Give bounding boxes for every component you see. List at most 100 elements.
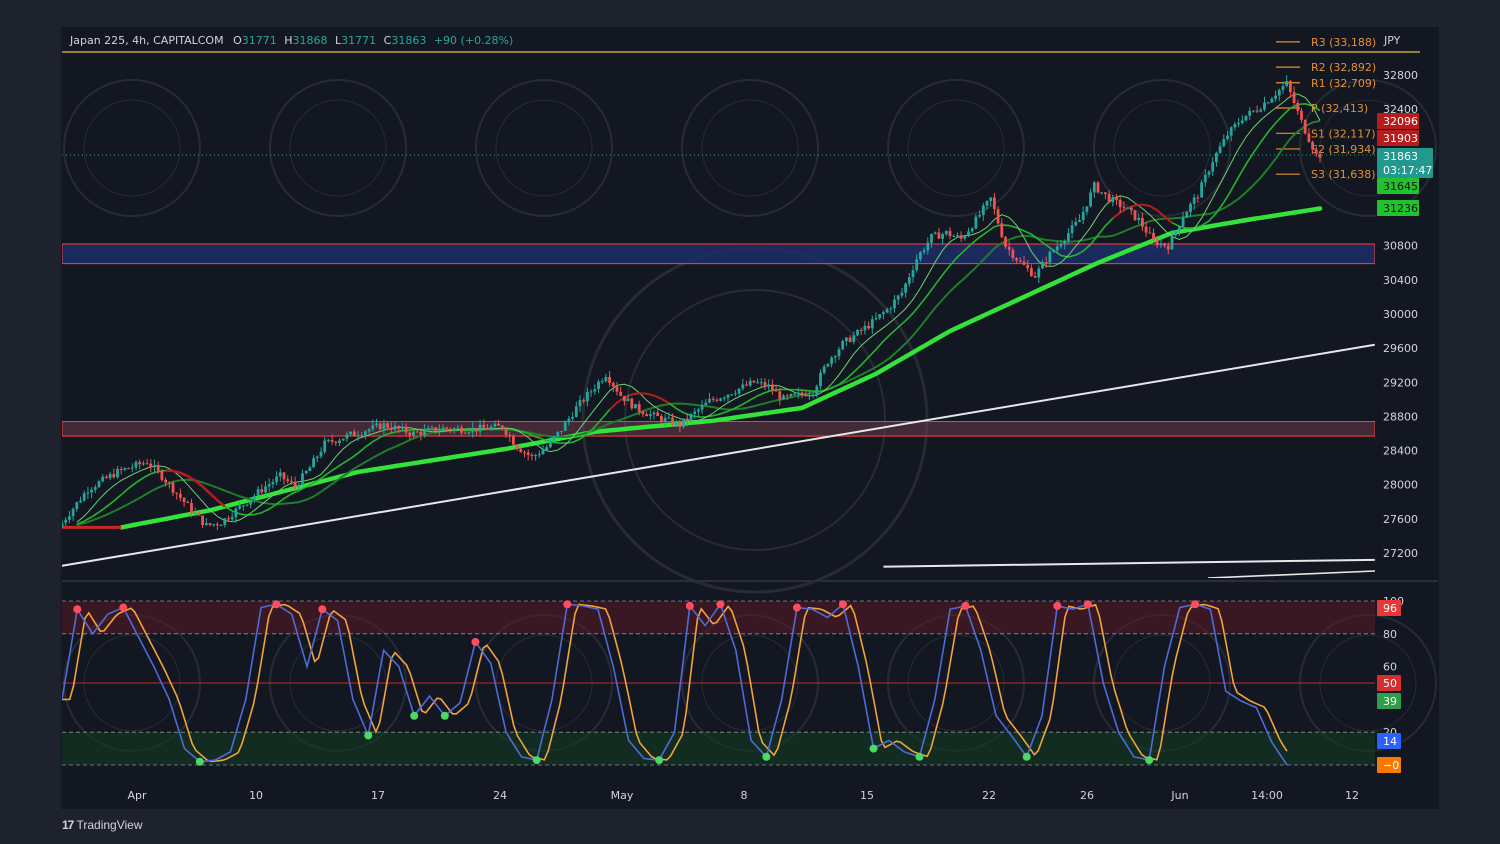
candle-body (956, 235, 959, 237)
osc-badge-1 (1377, 675, 1401, 691)
osc-tick-60: 60 (1383, 661, 1397, 674)
stochastic-oscillator[interactable] (62, 600, 1375, 766)
candle-body (804, 394, 808, 397)
candle-body (227, 518, 230, 520)
candle-body (993, 197, 996, 210)
candle-body (1233, 124, 1237, 128)
candlestick-series[interactable] (61, 75, 1322, 530)
osc-badge-2 (1377, 693, 1401, 709)
trend-lines[interactable] (62, 343, 1375, 578)
candle-body (323, 440, 327, 452)
candle-body (715, 399, 719, 401)
candle-body (179, 493, 182, 498)
candle-body (167, 482, 171, 484)
watermark-seal (475, 79, 613, 217)
candle-body (630, 398, 634, 409)
candle-body (586, 391, 589, 402)
candle-body (193, 512, 197, 514)
stoch-sell-dot (563, 600, 572, 609)
osc-badge-value-4: −0 (1383, 759, 1399, 772)
candle-body (1240, 120, 1244, 123)
candle-body (1085, 206, 1089, 212)
candle-body (978, 214, 981, 217)
price-tick-27200: 27200 (1383, 547, 1418, 560)
trendline-extra (1207, 570, 1375, 578)
candle-body (556, 431, 560, 437)
candle-body (426, 428, 430, 430)
candle-body (700, 405, 704, 410)
candle-body (1059, 244, 1063, 247)
candle-body (204, 523, 208, 526)
candle-body (478, 424, 482, 432)
candle-body (71, 508, 75, 517)
time-axis: Apr 10 17 24 May 8 15 22 26 Jun 14:00 12 (127, 789, 1359, 802)
symbol-legend[interactable]: Japan 225, 4h, CAPITALCOM O31771 H31868 … (70, 34, 513, 47)
candle-body (711, 398, 715, 400)
candle-body (123, 468, 127, 470)
candle-body (796, 392, 800, 394)
candle-body (563, 422, 567, 431)
candle-body (1055, 246, 1059, 251)
currency-label[interactable]: JPY (1384, 34, 1401, 47)
candle-body (1033, 276, 1037, 278)
candle-body (82, 493, 86, 501)
candle-body (941, 234, 944, 239)
candle-body (970, 228, 974, 232)
candle-body (944, 230, 948, 235)
candle-body (1115, 197, 1118, 200)
candle-body (1067, 233, 1070, 241)
candle-body (974, 216, 978, 229)
candle-body (1203, 174, 1207, 183)
candle-body (190, 503, 193, 513)
candle-body (870, 319, 874, 329)
stoch-buy-dot (440, 711, 449, 720)
candle-body (1189, 203, 1192, 213)
candle-body (1070, 225, 1074, 234)
candle-body (504, 428, 508, 435)
candle-body (697, 409, 700, 412)
tradingview-logo-icon: 17 (62, 818, 74, 832)
stoch-sell-dot (685, 601, 694, 610)
candle-body (1270, 98, 1274, 103)
candle-body (867, 325, 870, 329)
tradingview-branding[interactable]: 17 TradingView (62, 818, 143, 832)
candle-body (1181, 217, 1185, 227)
candle-body (963, 236, 967, 239)
candle-body (1052, 250, 1055, 252)
candle-body (241, 505, 245, 507)
candle-body (134, 462, 138, 468)
candle-body (822, 366, 826, 373)
pivot-label-4: S1 (32,117) (1311, 127, 1376, 140)
candle-body (541, 450, 545, 455)
price-tick-29200: 29200 (1383, 376, 1418, 389)
candle-body (737, 388, 741, 394)
stoch-sell-dot (838, 600, 847, 609)
candle-body (967, 231, 970, 237)
candle-body (486, 427, 489, 430)
candle-body (360, 434, 364, 436)
price-tick-27600: 27600 (1383, 513, 1418, 526)
candle-body (689, 414, 693, 421)
candle-body (68, 516, 71, 520)
osc-badge-value-2: 39 (1383, 695, 1397, 708)
candle-body (364, 431, 367, 435)
candle-body (160, 470, 164, 480)
candle-body (1096, 182, 1100, 193)
candle-body (719, 398, 722, 401)
candle-body (863, 325, 867, 331)
candle-body (208, 523, 212, 525)
candle-body (186, 502, 190, 504)
candle-body (256, 489, 260, 496)
candle-body (1092, 182, 1096, 193)
candle-body (671, 417, 674, 425)
price-badge-1 (1377, 130, 1419, 146)
close-label: C (383, 34, 392, 47)
candle-body (634, 404, 637, 409)
candle-body (389, 427, 393, 430)
candle-body (1178, 226, 1181, 232)
stoch-sell-dot (961, 601, 970, 610)
candle-body (219, 525, 223, 527)
stoch-d-line (62, 603, 1288, 763)
candle-body (878, 314, 882, 318)
